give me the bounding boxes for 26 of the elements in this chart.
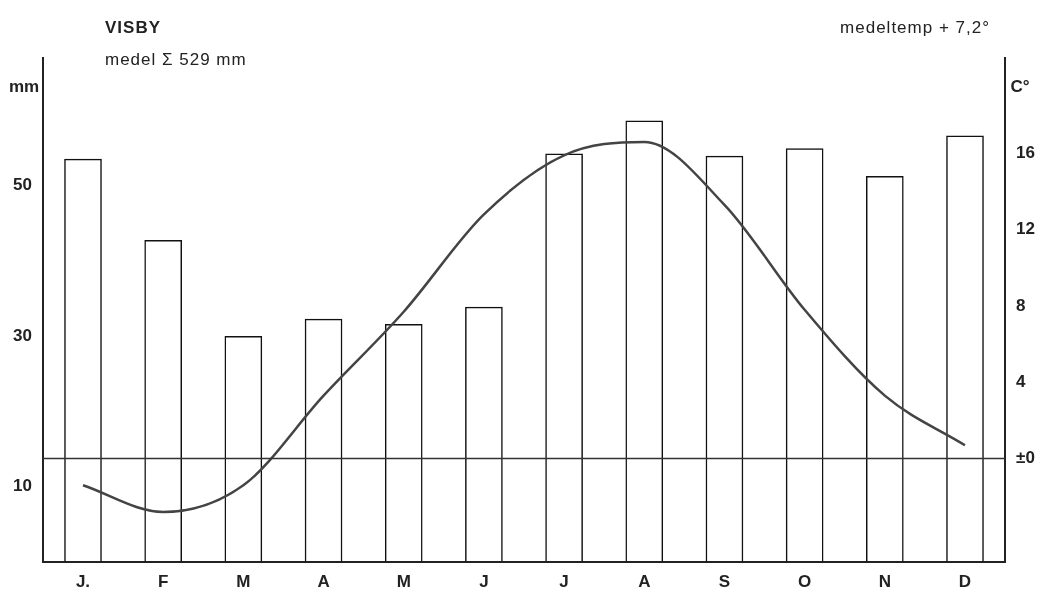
x-tick-label: O bbox=[798, 572, 812, 592]
y-tick-label: 50 bbox=[12, 175, 32, 195]
x-tick-label: N bbox=[878, 572, 891, 592]
y2-axis-title: C° bbox=[1010, 77, 1030, 96]
y2-tick-label: 8 bbox=[1016, 295, 1026, 315]
chart-title: VISBY bbox=[105, 18, 162, 38]
x-tick-label: M bbox=[236, 572, 251, 592]
y2-tick-label: 4 bbox=[1016, 371, 1027, 391]
text: medeltemp + 7,2° bbox=[840, 18, 990, 38]
y-tick-label: 10 bbox=[12, 476, 32, 496]
x-tick-label: J. bbox=[75, 572, 91, 592]
y-axis-title: mm bbox=[8, 77, 40, 96]
x-tick-label: F bbox=[157, 572, 169, 592]
x-tick-label: D bbox=[958, 572, 972, 592]
x-tick-label: J bbox=[559, 572, 569, 592]
chart-subtitle: medel Σ 529 mm bbox=[105, 50, 247, 70]
x-tick-label: A bbox=[638, 572, 651, 592]
line-series bbox=[81, 140, 967, 514]
x-tick-label: M bbox=[396, 572, 411, 592]
y2-tick-label: 12 bbox=[1016, 219, 1036, 239]
x-tick-label: J bbox=[479, 572, 489, 592]
y2-tick-label: 16 bbox=[1016, 143, 1036, 163]
y2-tick-label: ±0 bbox=[1016, 448, 1035, 468]
y-tick-label: 30 bbox=[12, 325, 32, 345]
x-tick-label: S bbox=[718, 572, 731, 592]
x-tick-label: A bbox=[317, 572, 330, 592]
